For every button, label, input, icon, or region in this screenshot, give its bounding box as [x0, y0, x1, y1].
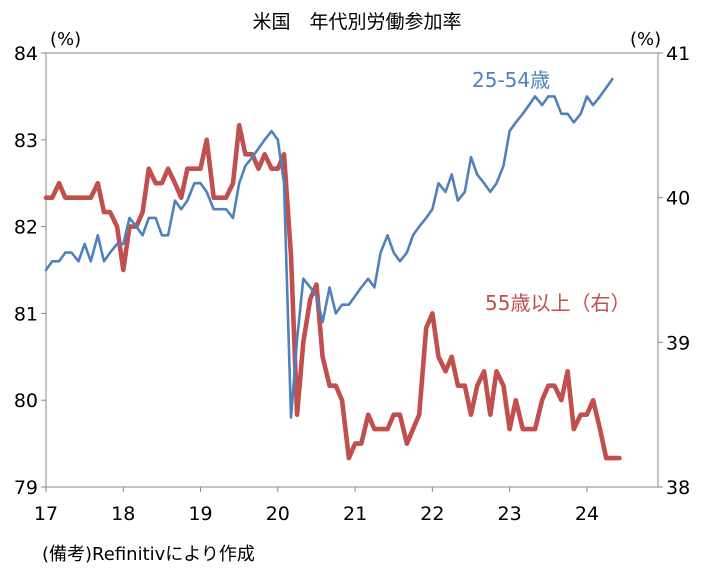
x-tick-label: 23 [498, 503, 522, 525]
left-axis-unit: (%) [50, 29, 81, 50]
left-tick-label: 79 [14, 477, 38, 499]
right-tick-label: 41 [666, 43, 690, 65]
right-tick-label: 39 [666, 332, 690, 354]
annotation-55-plus: 55歳以上（右） [485, 291, 630, 315]
right-axis-ticks: 41 40 39 38 [658, 43, 690, 499]
left-tick-label: 81 [14, 303, 38, 325]
series-layer [43, 77, 622, 461]
x-tick-label: 20 [266, 503, 290, 525]
x-tick-label: 22 [420, 503, 444, 525]
x-tick-label: 21 [343, 503, 367, 525]
plot-frame [45, 52, 659, 488]
x-tick-label: 18 [111, 503, 135, 525]
annotation-25-54: 25-54歳 [472, 68, 550, 92]
left-axis-ticks: 84 83 82 81 80 79 [14, 43, 46, 499]
right-axis-unit: (%) [630, 29, 661, 50]
series-line-55-plus [43, 123, 622, 461]
left-tick-label: 80 [14, 390, 38, 412]
right-tick-label: 38 [666, 477, 690, 499]
source-note: (備考)Refinitivにより作成 [42, 544, 255, 565]
x-axis-ticks: 17 18 19 20 21 22 23 24 [34, 487, 599, 525]
left-tick-label: 83 [14, 130, 38, 152]
right-tick-label: 40 [666, 188, 690, 210]
chart-title: 米国 年代別労働参加率 [252, 11, 461, 33]
x-tick-label: 24 [575, 503, 599, 525]
series-line-25-54 [44, 77, 614, 419]
x-tick-label: 19 [188, 503, 212, 525]
left-tick-label: 84 [14, 43, 38, 65]
x-tick-label: 17 [34, 503, 58, 525]
left-tick-label: 82 [14, 217, 38, 239]
